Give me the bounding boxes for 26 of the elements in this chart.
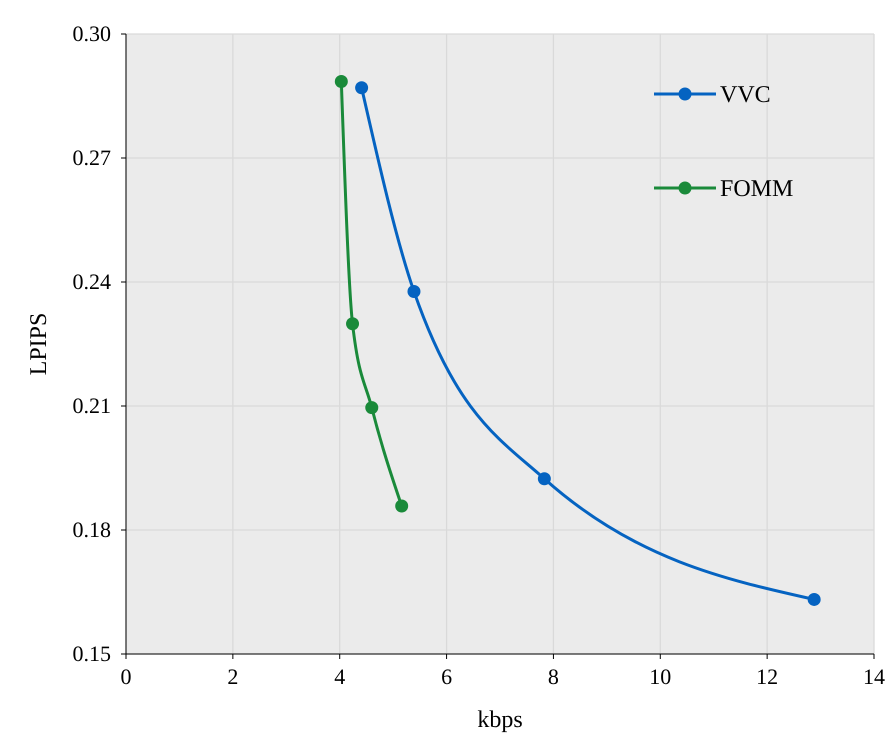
y-tick-label: 0.24 <box>72 269 111 294</box>
x-tick-label: 0 <box>120 664 132 689</box>
point <box>355 81 368 94</box>
point <box>365 401 378 414</box>
x-tick-label: 2 <box>227 664 238 689</box>
legend-label: FOMM <box>720 176 794 202</box>
point <box>407 285 420 298</box>
y-tick-label: 0.30 <box>72 21 111 46</box>
point <box>395 500 408 513</box>
y-axis-title: LPIPS <box>26 312 52 376</box>
x-tick-label: 14 <box>863 664 885 689</box>
legend-label: VVC <box>720 82 771 108</box>
x-tick-label: 12 <box>756 664 778 689</box>
y-tick-label: 0.18 <box>72 517 111 542</box>
point <box>346 317 360 330</box>
y-tick-label: 0.15 <box>72 641 111 666</box>
point <box>334 75 348 88</box>
y-tick-label: 0.21 <box>72 393 111 418</box>
point <box>538 472 551 486</box>
x-tick-label: 4 <box>334 664 346 689</box>
x-tick-label: 8 <box>548 664 559 689</box>
point <box>808 592 821 606</box>
x-tick-label: 10 <box>649 664 672 689</box>
x-tick-label: 6 <box>441 664 452 689</box>
x-axis-title: kbps <box>477 707 523 733</box>
y-tick-label: 0.27 <box>72 145 111 170</box>
